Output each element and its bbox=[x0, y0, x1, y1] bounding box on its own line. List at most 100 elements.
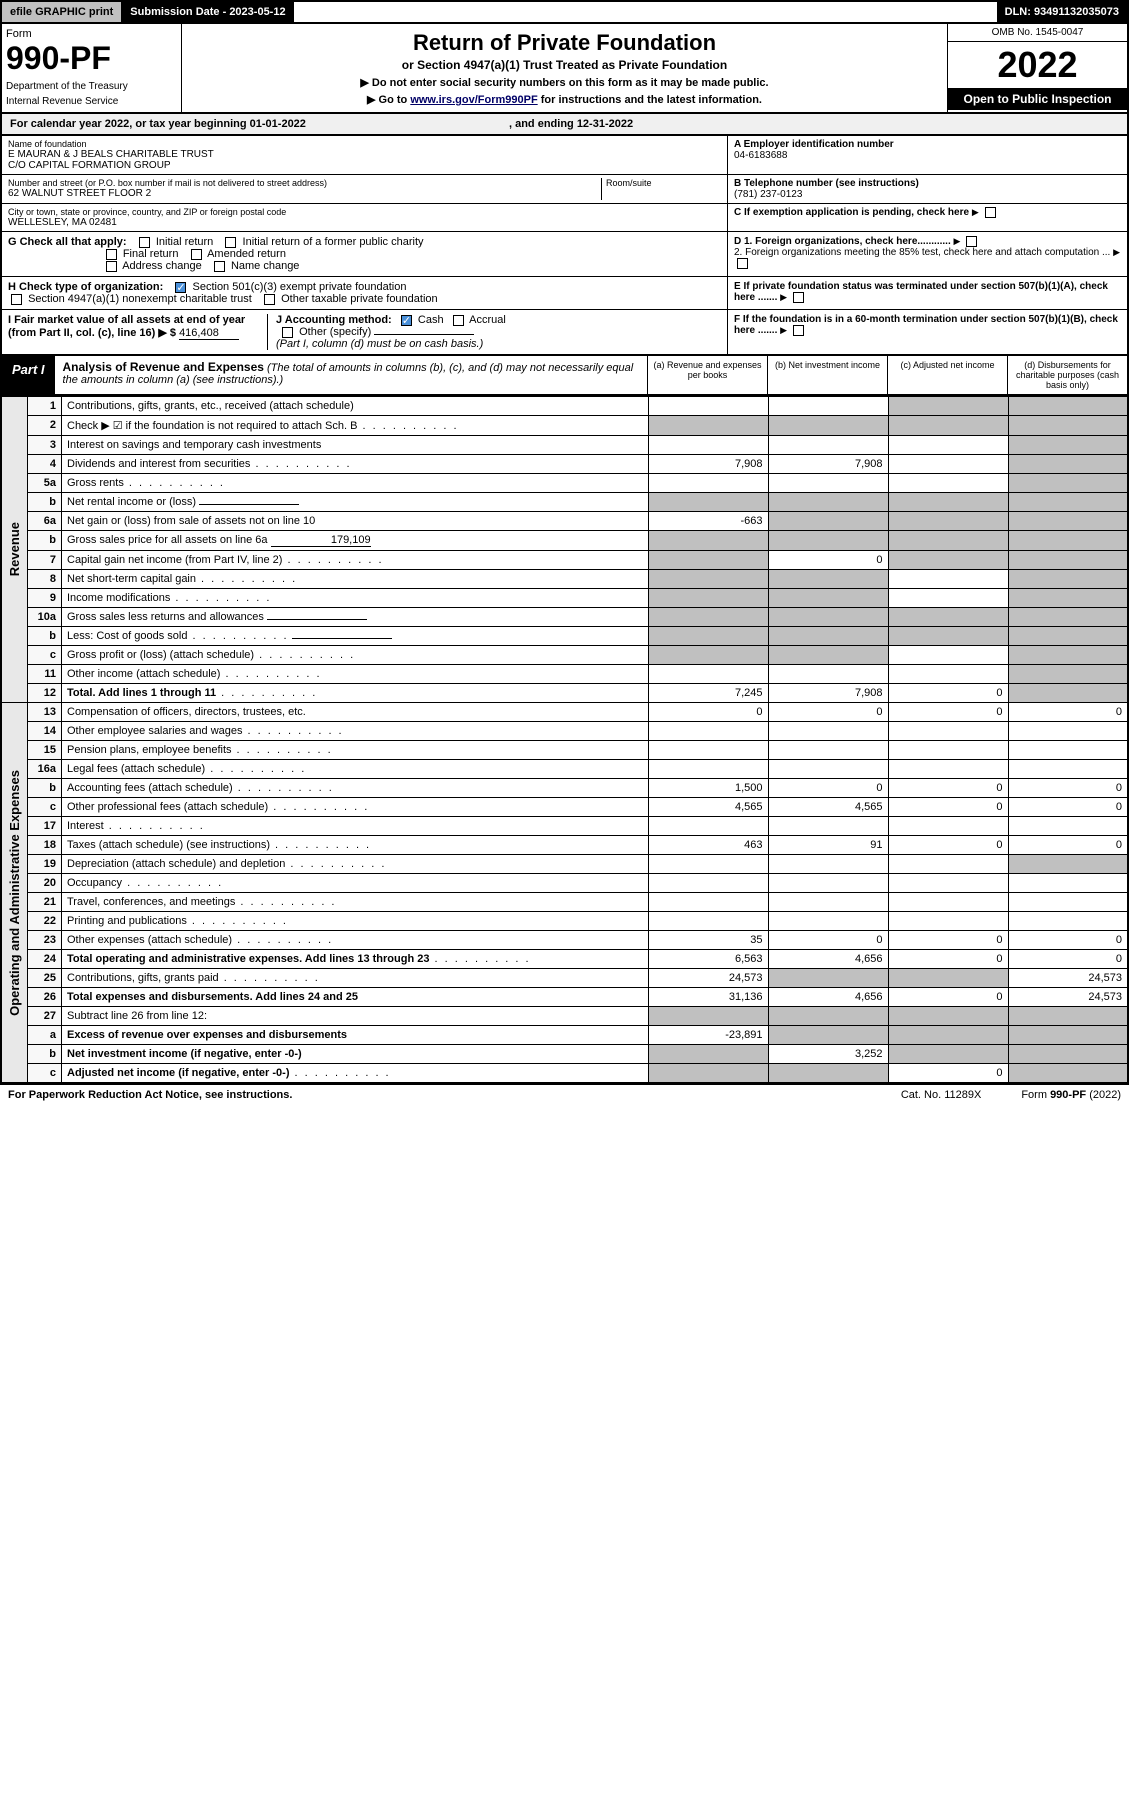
foreign-85-checkbox[interactable] bbox=[737, 258, 748, 269]
amount-cell: 7,908 bbox=[768, 455, 888, 474]
amount-cell bbox=[888, 1026, 1008, 1045]
amount-cell bbox=[888, 474, 1008, 493]
top-bar: efile GRAPHIC print Submission Date - 20… bbox=[0, 0, 1129, 24]
table-row: 18Taxes (attach schedule) (see instructi… bbox=[1, 836, 1128, 855]
amount-cell bbox=[768, 722, 888, 741]
form-number: 990-PF bbox=[6, 40, 177, 77]
row-number: 20 bbox=[28, 874, 62, 893]
amount-cell bbox=[648, 646, 768, 665]
city-value: WELLESLEY, MA 02481 bbox=[8, 217, 721, 228]
table-row: 5aGross rents bbox=[1, 474, 1128, 493]
row-desc: Pension plans, employee benefits bbox=[62, 741, 649, 760]
4947-checkbox[interactable] bbox=[11, 294, 22, 305]
cash-checkbox[interactable] bbox=[401, 315, 412, 326]
501c3-checkbox[interactable] bbox=[175, 282, 186, 293]
row-number: 11 bbox=[28, 665, 62, 684]
row-desc: Gross sales less returns and allowances bbox=[62, 608, 649, 627]
row-desc: Dividends and interest from securities bbox=[62, 455, 649, 474]
amount-cell: 0 bbox=[768, 703, 888, 722]
g-label: G Check all that apply: bbox=[8, 236, 127, 248]
final-return-checkbox[interactable] bbox=[106, 249, 117, 260]
table-row: bGross sales price for all assets on lin… bbox=[1, 531, 1128, 551]
part1-table: Revenue1Contributions, gifts, grants, et… bbox=[0, 396, 1129, 1084]
amount-cell: 0 bbox=[1008, 950, 1128, 969]
amount-cell bbox=[648, 874, 768, 893]
row-desc: Net short-term capital gain bbox=[62, 570, 649, 589]
table-row: 4Dividends and interest from securities7… bbox=[1, 455, 1128, 474]
header-right: OMB No. 1545-0047 2022 Open to Public In… bbox=[947, 24, 1127, 112]
table-row: 17Interest bbox=[1, 817, 1128, 836]
address-change-checkbox[interactable] bbox=[106, 261, 117, 272]
part1-header: Part I Analysis of Revenue and Expenses … bbox=[0, 356, 1129, 396]
col-a-header: (a) Revenue and expenses per books bbox=[647, 356, 767, 394]
e-label: E If private foundation status was termi… bbox=[734, 281, 1108, 303]
arrow-icon bbox=[780, 292, 787, 303]
row-number: 24 bbox=[28, 950, 62, 969]
amended-checkbox[interactable] bbox=[191, 249, 202, 260]
table-row: 7Capital gain net income (from Part IV, … bbox=[1, 551, 1128, 570]
table-row: 20Occupancy bbox=[1, 874, 1128, 893]
amount-cell bbox=[888, 665, 1008, 684]
amount-cell: 7,908 bbox=[648, 455, 768, 474]
amount-cell bbox=[1008, 912, 1128, 931]
row-number: c bbox=[28, 646, 62, 665]
e-checkbox[interactable] bbox=[793, 292, 804, 303]
amount-cell bbox=[648, 1045, 768, 1064]
open-public: Open to Public Inspection bbox=[948, 88, 1127, 110]
row-desc: Income modifications bbox=[62, 589, 649, 608]
amount-cell bbox=[888, 893, 1008, 912]
row-number: 27 bbox=[28, 1007, 62, 1026]
amount-cell bbox=[768, 817, 888, 836]
amount-cell bbox=[768, 531, 888, 551]
amount-cell bbox=[1008, 893, 1128, 912]
amount-cell bbox=[888, 760, 1008, 779]
form-subtitle: or Section 4947(a)(1) Trust Treated as P… bbox=[188, 58, 941, 72]
amount-cell bbox=[768, 893, 888, 912]
amount-cell bbox=[768, 760, 888, 779]
other-method-checkbox[interactable] bbox=[282, 327, 293, 338]
other-taxable-checkbox[interactable] bbox=[264, 294, 275, 305]
irs-label: Internal Revenue Service bbox=[6, 96, 177, 107]
amount-cell bbox=[768, 912, 888, 931]
amount-cell bbox=[1008, 760, 1128, 779]
foreign-org-checkbox[interactable] bbox=[966, 236, 977, 247]
cat-no: Cat. No. 11289X bbox=[901, 1089, 982, 1101]
amount-cell bbox=[888, 969, 1008, 988]
amount-cell bbox=[648, 1007, 768, 1026]
amount-cell bbox=[1008, 1007, 1128, 1026]
form990pf-link[interactable]: www.irs.gov/Form990PF bbox=[410, 94, 537, 106]
form-header: Form 990-PF Department of the Treasury I… bbox=[0, 24, 1129, 114]
initial-return-checkbox[interactable] bbox=[139, 237, 150, 248]
amount-cell: 6,563 bbox=[648, 950, 768, 969]
row-desc: Other income (attach schedule) bbox=[62, 665, 649, 684]
submission-date: Submission Date - 2023-05-12 bbox=[122, 2, 293, 22]
initial-former-checkbox[interactable] bbox=[225, 237, 236, 248]
j-label: J Accounting method: bbox=[276, 314, 392, 326]
row-number: 14 bbox=[28, 722, 62, 741]
calendar-year-row: For calendar year 2022, or tax year begi… bbox=[0, 114, 1129, 136]
ssn-note: ▶ Do not enter social security numbers o… bbox=[188, 76, 941, 89]
amount-cell bbox=[1008, 627, 1128, 646]
revenue-label: Revenue bbox=[7, 522, 22, 576]
table-row: 10aGross sales less returns and allowanc… bbox=[1, 608, 1128, 627]
phone-value: (781) 237-0123 bbox=[734, 189, 1121, 200]
efile-label[interactable]: efile GRAPHIC print bbox=[2, 2, 122, 22]
amount-cell bbox=[1008, 1064, 1128, 1084]
amount-cell bbox=[888, 397, 1008, 416]
row-number: 17 bbox=[28, 817, 62, 836]
exemption-checkbox[interactable] bbox=[985, 207, 996, 218]
page-footer: For Paperwork Reduction Act Notice, see … bbox=[0, 1084, 1129, 1105]
amount-cell bbox=[768, 512, 888, 531]
amount-cell: 0 bbox=[768, 779, 888, 798]
name-change-checkbox[interactable] bbox=[214, 261, 225, 272]
amount-cell bbox=[1008, 874, 1128, 893]
ein-label: A Employer identification number bbox=[734, 139, 1121, 150]
amount-cell bbox=[1008, 608, 1128, 627]
accrual-checkbox[interactable] bbox=[453, 315, 464, 326]
amount-cell bbox=[768, 474, 888, 493]
amount-cell: 0 bbox=[768, 931, 888, 950]
row-desc: Subtract line 26 from line 12: bbox=[62, 1007, 649, 1026]
amount-cell bbox=[768, 436, 888, 455]
f-checkbox[interactable] bbox=[793, 325, 804, 336]
amount-cell bbox=[648, 665, 768, 684]
